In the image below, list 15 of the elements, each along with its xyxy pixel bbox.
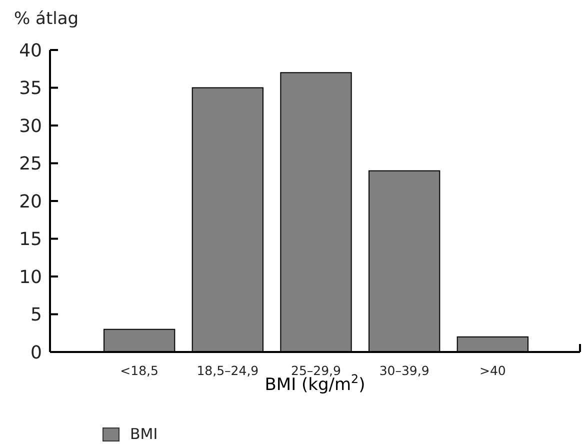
y-tick-label: 10 [19,266,42,288]
x-tick-label: 30–39,9 [379,363,430,378]
y-tick-label: 15 [19,229,42,250]
legend-label: BMI [130,425,158,443]
y-axis-title: % átlag [14,9,79,29]
y-tick-label: 30 [19,116,42,137]
y-tick-label: 25 [19,154,42,175]
x-tick-label: <18,5 [120,363,158,378]
x-tick-label: >40 [479,363,506,378]
x-tick-label: 18,5–24,9 [196,363,259,378]
y-tick-label: 5 [30,304,42,326]
y-tick-label: 40 [19,40,42,62]
y-tick-label: 0 [30,342,42,364]
y-tick-label: 20 [19,191,42,212]
y-tick-label: 35 [19,78,42,100]
